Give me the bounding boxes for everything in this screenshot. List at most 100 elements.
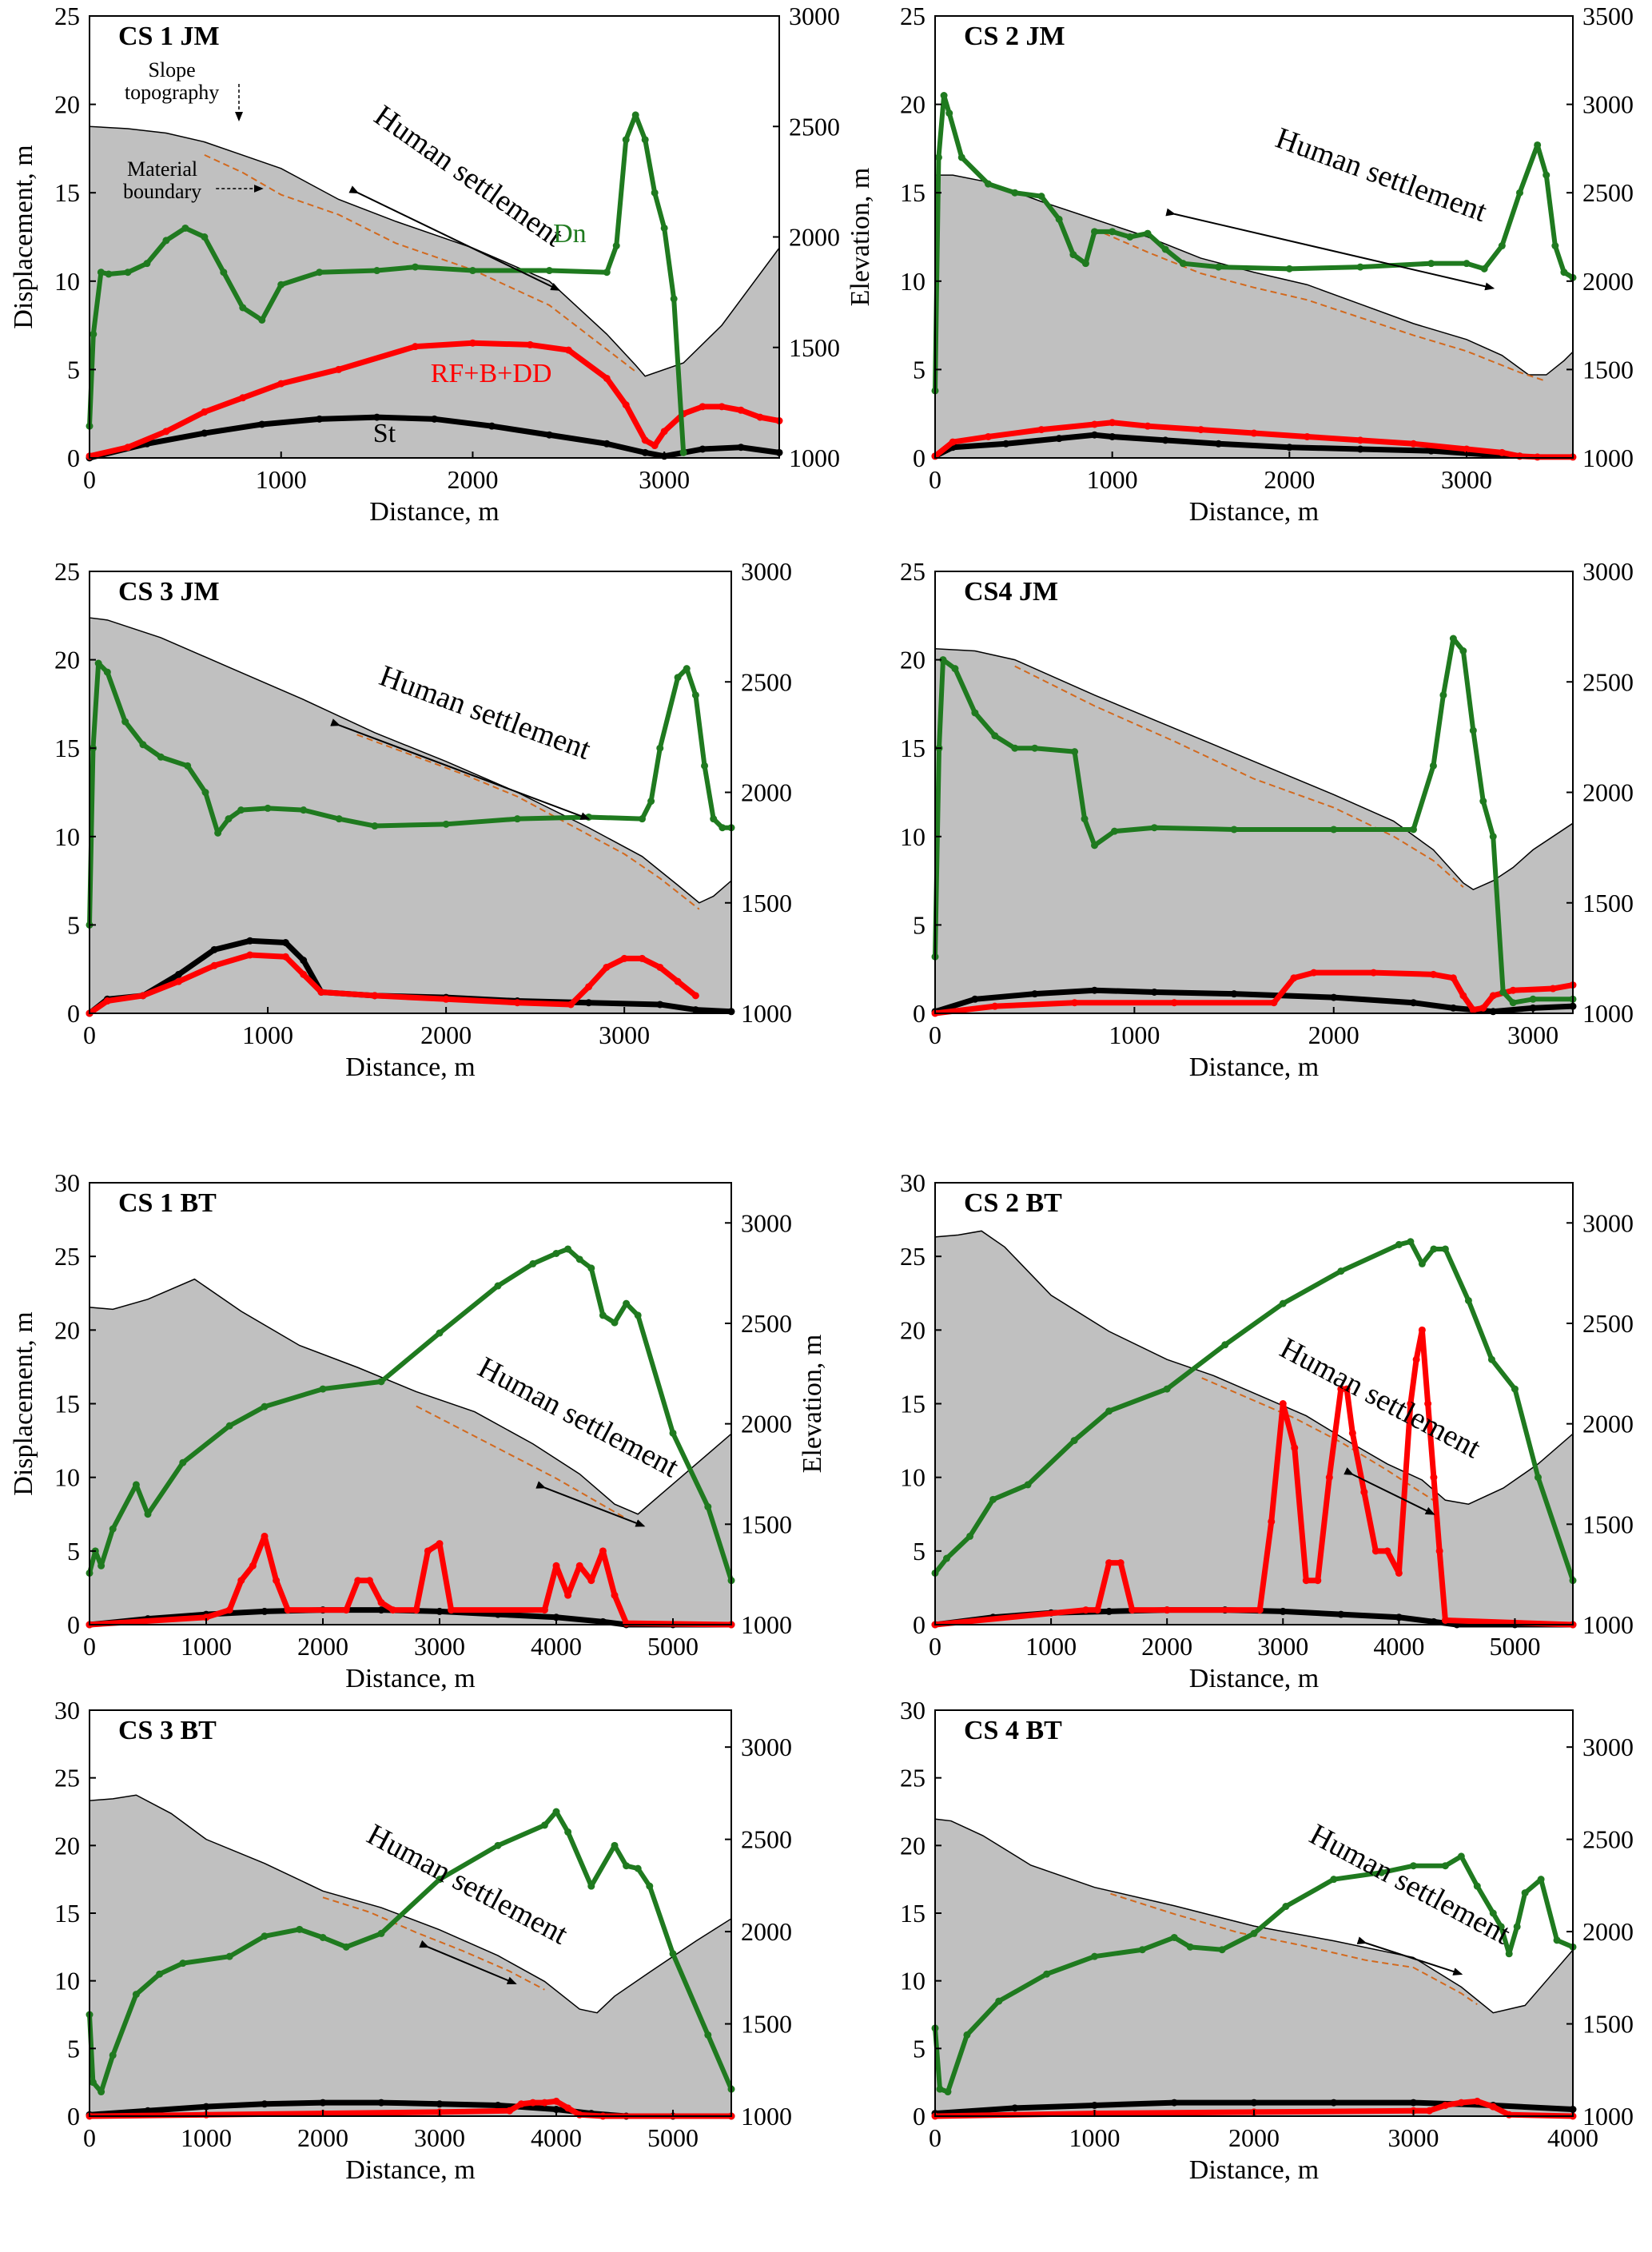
y-tick-label-right: 1500 bbox=[741, 1510, 792, 1538]
data-point bbox=[691, 1006, 699, 1014]
data-point bbox=[103, 668, 111, 676]
data-point bbox=[585, 983, 593, 991]
data-point bbox=[90, 330, 98, 338]
data-point bbox=[412, 343, 420, 351]
data-point bbox=[1427, 260, 1435, 268]
data-point bbox=[139, 992, 147, 1000]
data-point bbox=[691, 992, 699, 1000]
data-point bbox=[249, 1562, 257, 1570]
settlement-arrow bbox=[419, 1940, 517, 1984]
y-tick-label-right: 2500 bbox=[1582, 1309, 1634, 1338]
data-point bbox=[1250, 2099, 1258, 2107]
data-point bbox=[1337, 1610, 1345, 1618]
data-point bbox=[623, 1862, 631, 1870]
data-point bbox=[1489, 992, 1497, 1000]
y-tick-label-left: 0 bbox=[913, 444, 926, 472]
y-tick-label-right: 2000 bbox=[741, 778, 792, 807]
y-tick-label-left: 20 bbox=[900, 646, 926, 674]
material-boundary-label: Material boundary bbox=[123, 157, 201, 203]
chart-panel: 0 5 10 15 20 25 30 1000 1500 2000 2500 3000 0 1000 200… bbox=[54, 1696, 792, 2185]
data-point bbox=[1330, 993, 1338, 1001]
data-point bbox=[1302, 1577, 1310, 1585]
y-tick-label-left: 25 bbox=[54, 1764, 80, 1792]
data-point bbox=[225, 1952, 233, 1960]
y-tick-label-left: 10 bbox=[900, 1463, 926, 1492]
y-tick-label-right: 3000 bbox=[741, 1733, 792, 1761]
data-point bbox=[1429, 970, 1437, 978]
data-point bbox=[646, 1882, 654, 1890]
data-point bbox=[552, 1808, 560, 1816]
data-point bbox=[622, 136, 630, 144]
data-point bbox=[1464, 1296, 1472, 1304]
y-tick-label-right: 1500 bbox=[1582, 355, 1634, 384]
data-point bbox=[564, 346, 572, 354]
data-point bbox=[963, 2031, 971, 2039]
data-point bbox=[944, 2088, 952, 2096]
data-point bbox=[1439, 691, 1447, 699]
y-tick-label-right: 2500 bbox=[741, 1309, 792, 1338]
data-point bbox=[1163, 1606, 1171, 1614]
data-point bbox=[674, 977, 682, 985]
data-point bbox=[1037, 193, 1045, 201]
x-axis-label: Distance, m bbox=[1189, 2155, 1319, 2185]
data-point bbox=[513, 815, 521, 823]
data-point bbox=[1498, 242, 1506, 250]
data-point bbox=[1560, 269, 1568, 277]
slope-topography bbox=[89, 1278, 732, 1625]
x-tick-label: 0 bbox=[83, 1021, 96, 1049]
data-point bbox=[1395, 1569, 1403, 1577]
chart-panel: 0 5 10 15 20 25 1000 1500 2000 2500 3000 3500 0 1000 2… bbox=[900, 2, 1634, 527]
data-point bbox=[109, 1525, 117, 1533]
y-tick-label-left: 30 bbox=[900, 1696, 926, 1725]
data-point bbox=[109, 2051, 117, 2059]
data-point bbox=[201, 789, 209, 796]
data-point bbox=[94, 659, 102, 667]
data-point bbox=[1348, 1429, 1356, 1437]
data-point bbox=[575, 1562, 583, 1570]
material-boundary bbox=[1014, 665, 1464, 888]
data-point bbox=[691, 691, 699, 699]
data-point bbox=[468, 339, 476, 347]
data-point bbox=[1457, 1852, 1465, 1860]
data-point bbox=[599, 1311, 607, 1319]
data-point bbox=[162, 237, 170, 245]
data-point bbox=[1489, 2103, 1497, 2111]
data-point bbox=[611, 1591, 619, 1599]
data-point bbox=[552, 2106, 560, 2114]
data-point bbox=[1105, 1559, 1113, 1567]
data-point bbox=[1435, 1547, 1443, 1555]
chart-panel: 0 5 10 15 20 25 1000 1500 2000 2500 3000 0 1000 2000 3… bbox=[9, 2, 875, 527]
x-tick-label: 2000 bbox=[447, 465, 498, 494]
panel-title: CS 3 BT bbox=[118, 1716, 217, 1745]
data-point bbox=[943, 1554, 951, 1562]
data-point bbox=[1356, 436, 1364, 444]
data-point bbox=[157, 753, 165, 761]
data-point bbox=[202, 1613, 210, 1621]
data-point bbox=[284, 1606, 292, 1614]
data-point bbox=[699, 445, 707, 453]
data-point bbox=[1109, 419, 1117, 427]
data-point bbox=[634, 1864, 642, 1872]
data-point bbox=[985, 432, 992, 440]
data-point bbox=[246, 937, 254, 945]
x-tick-label: 1000 bbox=[1087, 465, 1138, 494]
data-point bbox=[1110, 827, 1118, 835]
y-tick-label-right: 1500 bbox=[1582, 889, 1634, 917]
data-point bbox=[412, 1606, 420, 1614]
panel-title: CS 1 BT bbox=[118, 1188, 217, 1218]
data-point bbox=[651, 442, 659, 450]
data-point bbox=[317, 988, 325, 996]
x-tick-label: 0 bbox=[83, 1632, 96, 1661]
data-point bbox=[377, 2099, 385, 2107]
slope-topography-label: Slope topography bbox=[125, 58, 219, 104]
data-point bbox=[989, 1495, 997, 1503]
data-point bbox=[202, 2103, 210, 2111]
data-point bbox=[1511, 1385, 1519, 1393]
y-tick-label-left: 15 bbox=[54, 1390, 80, 1418]
data-point bbox=[1469, 1006, 1477, 1014]
data-point bbox=[319, 1933, 327, 1941]
data-point bbox=[1343, 1385, 1351, 1393]
data-point bbox=[1410, 440, 1417, 448]
data-point bbox=[220, 269, 228, 277]
